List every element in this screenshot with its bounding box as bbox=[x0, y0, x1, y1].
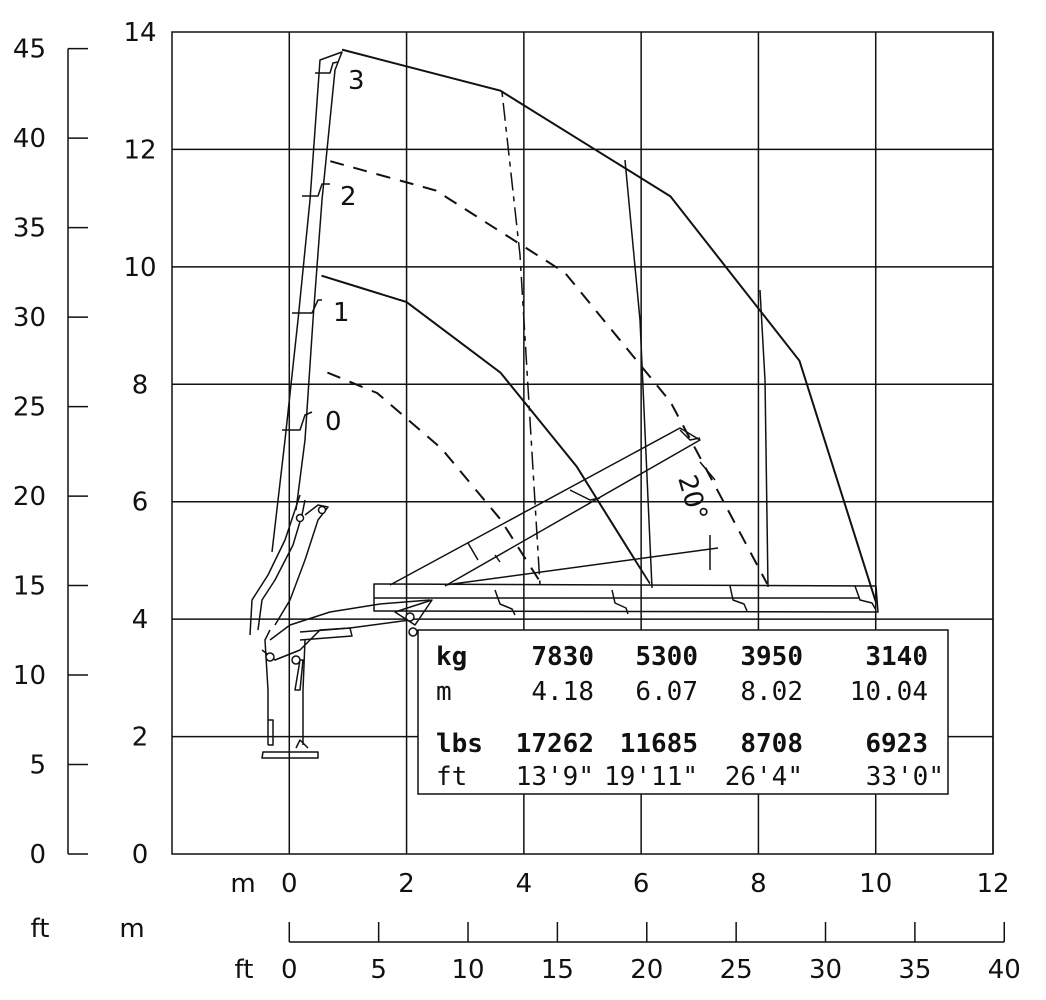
table-cell: 26'4" bbox=[725, 762, 803, 792]
ft-tick-label: 10 bbox=[13, 661, 46, 691]
crane-illustration bbox=[249, 51, 879, 759]
table-unit-m: m bbox=[436, 677, 452, 707]
ft-tick-label-bottom: 15 bbox=[541, 955, 574, 985]
ft-tick-label-bottom: 40 bbox=[988, 955, 1021, 985]
x-tick-label: 2 bbox=[398, 869, 415, 899]
table-unit-ft: ft bbox=[436, 762, 467, 792]
ft-unit-label-left: ft bbox=[31, 914, 50, 944]
ft-tick-label-bottom: 25 bbox=[720, 955, 753, 985]
ft-unit-label-bottom: ft bbox=[235, 955, 254, 985]
ft-tick-label: 5 bbox=[29, 751, 46, 781]
table-cell: 6923 bbox=[865, 729, 928, 759]
ft-tick-label: 40 bbox=[13, 124, 46, 154]
table-cell: 3950 bbox=[740, 642, 803, 672]
boom-label-2: 2 bbox=[340, 182, 357, 212]
ft-tick-label-bottom: 0 bbox=[281, 955, 298, 985]
table-cell: 17262 bbox=[516, 729, 594, 759]
table-cell: 11685 bbox=[620, 729, 698, 759]
radius-curve-0 bbox=[327, 371, 543, 585]
table-cell: 7830 bbox=[531, 642, 594, 672]
ft-tick-label-bottom: 5 bbox=[370, 955, 387, 985]
x-tick-label: 6 bbox=[633, 869, 650, 899]
table-unit-kg: kg bbox=[436, 642, 467, 672]
ft-tick-label: 15 bbox=[13, 572, 46, 602]
ft-tick-label: 0 bbox=[29, 840, 46, 870]
y-tick-label: 12 bbox=[123, 135, 156, 165]
x-tick-label: 10 bbox=[859, 869, 892, 899]
boom-label-1: 1 bbox=[333, 298, 350, 328]
ft-tick-label: 20 bbox=[13, 482, 46, 512]
ft-tick-label-bottom: 35 bbox=[898, 955, 931, 985]
radius-curve-3 bbox=[341, 48, 877, 602]
radius-curve-1 bbox=[321, 274, 651, 585]
y-tick-label: 0 bbox=[132, 840, 149, 870]
table-cell: 4.18 bbox=[531, 677, 594, 707]
boom-label-3: 3 bbox=[348, 66, 365, 96]
y-tick-label: 4 bbox=[132, 605, 149, 635]
radius-curves bbox=[321, 48, 877, 602]
x-tick-label: 0 bbox=[281, 869, 298, 899]
radius-curve-2 bbox=[330, 160, 769, 585]
angle-label: 20° bbox=[671, 472, 713, 525]
ft-tick-label-bottom: 20 bbox=[630, 955, 663, 985]
left-ft-scale: 0 5 10 15 20 25 30 35 40 45 bbox=[13, 35, 88, 870]
x-tick-label: 8 bbox=[750, 869, 767, 899]
y-tick-label: 6 bbox=[132, 488, 149, 518]
x-tick-label: 12 bbox=[976, 869, 1009, 899]
capacity-table: kg 7830 5300 3950 3140 m 4.18 6.07 8.02 10.04 lbs 1… bbox=[417, 629, 949, 795]
table-cell: 10.04 bbox=[850, 677, 928, 707]
table-cell: 8.02 bbox=[740, 677, 803, 707]
m-unit-label-mid: m bbox=[119, 914, 144, 944]
y-tick-label: 10 bbox=[123, 253, 156, 283]
table-cell: 33'0" bbox=[866, 762, 944, 792]
y-tick-label: 2 bbox=[132, 723, 149, 753]
ft-tick-label: 35 bbox=[13, 214, 46, 244]
table-cell: 5300 bbox=[635, 642, 698, 672]
table-cell: 3140 bbox=[865, 642, 928, 672]
bottom-ft-scale: 0 5 10 15 20 25 30 35 40 ft m ft bbox=[31, 914, 1021, 985]
table-cell: 6.07 bbox=[635, 677, 698, 707]
x-unit-label: m bbox=[230, 869, 255, 899]
table-cell: 13'9" bbox=[516, 762, 594, 792]
y-tick-label: 14 bbox=[123, 18, 156, 48]
ft-tick-label: 25 bbox=[13, 393, 46, 423]
ft-tick-label-bottom: 30 bbox=[809, 955, 842, 985]
table-cell: 8708 bbox=[740, 729, 803, 759]
table-cell: 19'11" bbox=[604, 762, 698, 792]
x-tick-label: 4 bbox=[516, 869, 533, 899]
ft-tick-label: 45 bbox=[13, 35, 46, 65]
boom-label-0: 0 bbox=[325, 407, 342, 437]
ft-tick-label-bottom: 10 bbox=[451, 955, 484, 985]
y-tick-label: 8 bbox=[132, 370, 149, 400]
ft-tick-label: 30 bbox=[13, 303, 46, 333]
table-unit-lbs: lbs bbox=[436, 729, 483, 759]
